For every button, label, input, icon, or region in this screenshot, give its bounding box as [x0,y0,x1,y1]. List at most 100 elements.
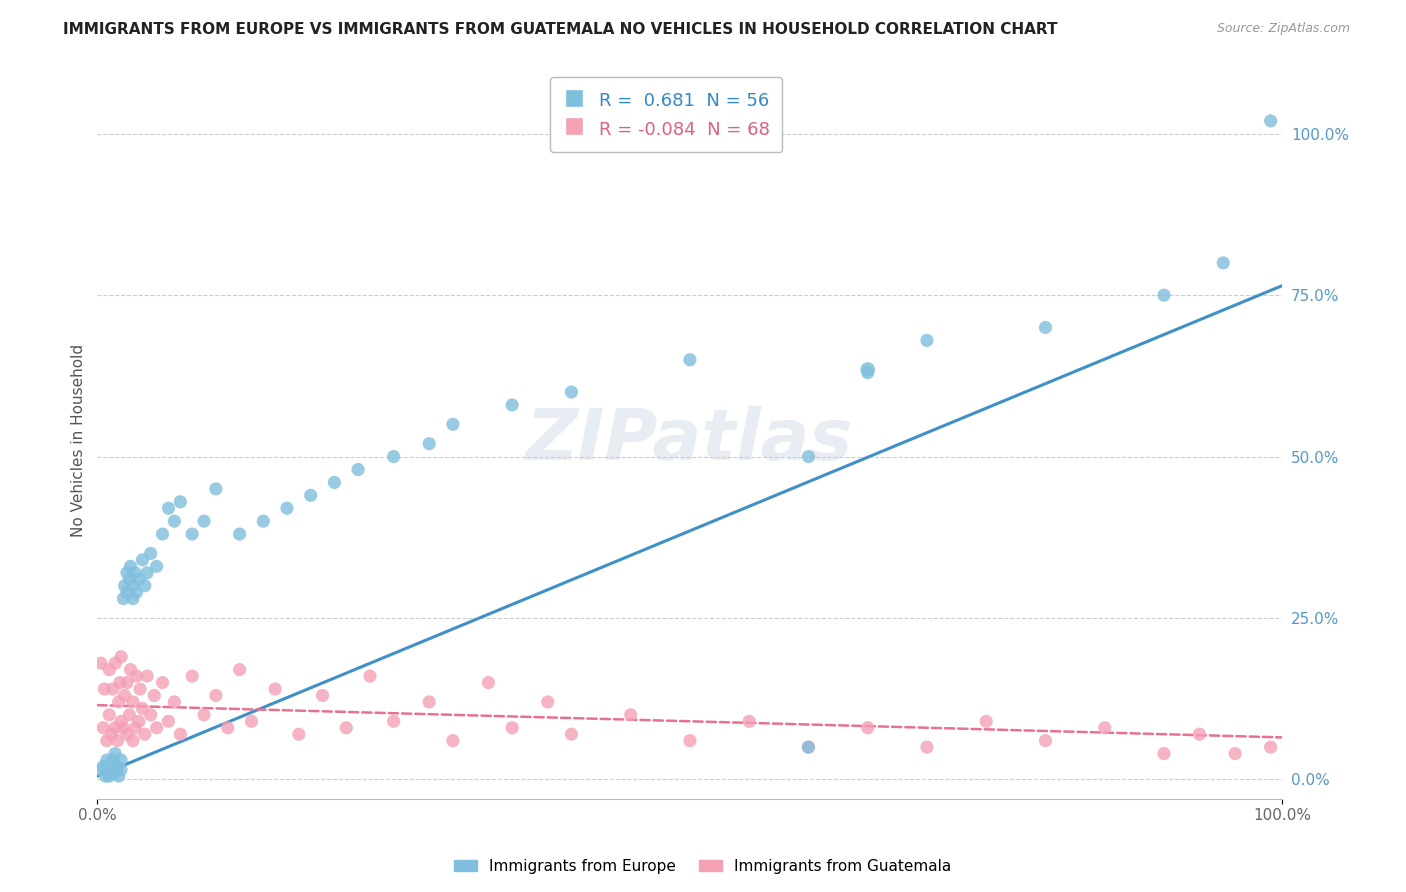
Text: ZIPatlas: ZIPatlas [526,406,853,475]
Point [418,695,440,709]
Point [93,681,115,696]
Point [139,546,162,560]
Legend: R =  0.681  N = 56, R = -0.084  N = 68: R = 0.681 N = 56, R = -0.084 N = 68 [550,77,782,153]
Point [382,714,405,729]
Point [145,721,167,735]
Point [157,501,180,516]
Point [104,656,127,670]
Point [560,384,582,399]
Point [1188,727,1211,741]
Point [856,721,879,735]
Point [134,727,156,741]
Point [1153,747,1175,761]
Point [136,566,159,580]
Point [101,753,124,767]
Point [163,514,186,528]
Point [115,566,138,580]
Point [91,759,114,773]
Point [125,585,148,599]
Point [100,759,122,773]
Point [98,769,121,783]
Point [136,669,159,683]
Point [110,714,132,729]
Point [101,681,124,696]
Point [98,707,121,722]
Point [90,763,112,777]
Point [1035,320,1057,334]
Point [181,527,204,541]
Point [1212,256,1234,270]
Point [163,695,186,709]
Point [169,727,191,741]
Point [124,566,146,580]
Point [205,689,228,703]
Point [96,733,118,747]
Point [856,366,879,380]
Point [418,436,440,450]
Point [110,753,132,767]
Point [157,714,180,729]
Point [90,656,112,670]
Point [100,727,122,741]
Point [252,514,274,528]
Point [98,766,121,780]
Point [311,689,333,703]
Legend: Immigrants from Europe, Immigrants from Guatemala: Immigrants from Europe, Immigrants from … [449,853,957,880]
Point [110,649,132,664]
Point [124,721,146,735]
Point [193,707,215,722]
Point [129,681,152,696]
Point [359,669,381,683]
Point [299,488,322,502]
Point [974,714,997,729]
Point [143,689,166,703]
Point [228,527,250,541]
Point [122,579,145,593]
Point [107,733,129,747]
Point [107,759,129,773]
Point [98,663,121,677]
Point [128,572,150,586]
Point [797,450,820,464]
Point [104,747,127,761]
Point [1260,740,1282,755]
Point [217,721,239,735]
Point [112,591,135,606]
Point [114,689,136,703]
Point [139,707,162,722]
Point [1223,747,1246,761]
Point [441,733,464,747]
Point [205,482,228,496]
Point [122,695,145,709]
Point [915,334,938,348]
Point [104,721,127,735]
Point [181,669,204,683]
Point [145,559,167,574]
Point [108,675,131,690]
Point [125,669,148,683]
Point [240,714,263,729]
Point [110,763,132,777]
Point [96,753,118,767]
Point [131,553,153,567]
Point [120,663,142,677]
Point [193,514,215,528]
Point [264,681,287,696]
Point [537,695,560,709]
Point [128,714,150,729]
Point [738,714,761,729]
Y-axis label: No Vehicles in Household: No Vehicles in Household [72,344,86,537]
Point [477,675,499,690]
Point [94,769,117,783]
Point [107,769,129,783]
Point [104,766,127,780]
Point [115,727,138,741]
Point [915,740,938,755]
Point [118,572,141,586]
Point [347,462,370,476]
Point [501,721,523,735]
Point [382,450,405,464]
Point [288,727,311,741]
Point [134,579,156,593]
Point [120,559,142,574]
